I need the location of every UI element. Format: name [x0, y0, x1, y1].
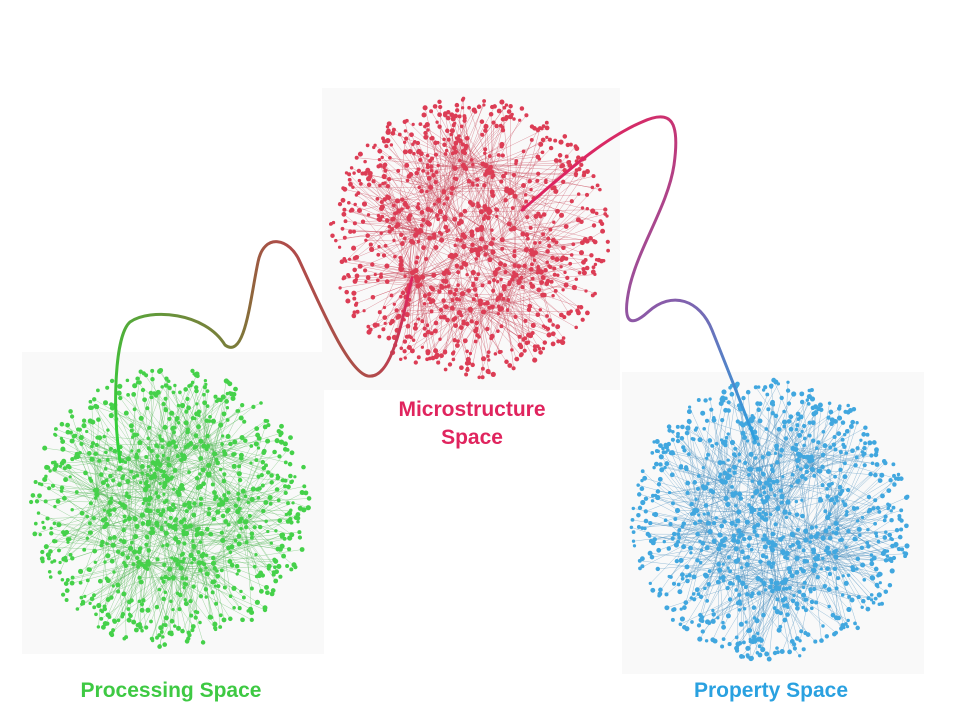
property-cluster-panel — [622, 372, 924, 674]
property-network-cluster — [629, 377, 910, 662]
property-nodes — [629, 377, 910, 662]
microstructure-network-cluster — [329, 96, 610, 380]
processing-network-cluster — [29, 367, 312, 649]
microstructure-space-label: Microstructure Space — [352, 396, 592, 452]
property-space-label-text: Property Space — [693, 679, 849, 702]
processing-space-label-text: Processing Space — [80, 679, 262, 702]
property-space-label: Property Space — [640, 677, 902, 705]
processing-to-microstructure-connector — [114, 240, 414, 464]
processing-nodes — [29, 367, 312, 649]
microstructure-space-label-line2: Space — [441, 426, 503, 449]
microstructure-space-label-line1: Microstructure — [398, 398, 546, 421]
microstructure-nodes — [329, 96, 610, 380]
microstructure-to-property-connector — [520, 115, 757, 442]
processing-space-label: Processing Space — [40, 677, 302, 705]
